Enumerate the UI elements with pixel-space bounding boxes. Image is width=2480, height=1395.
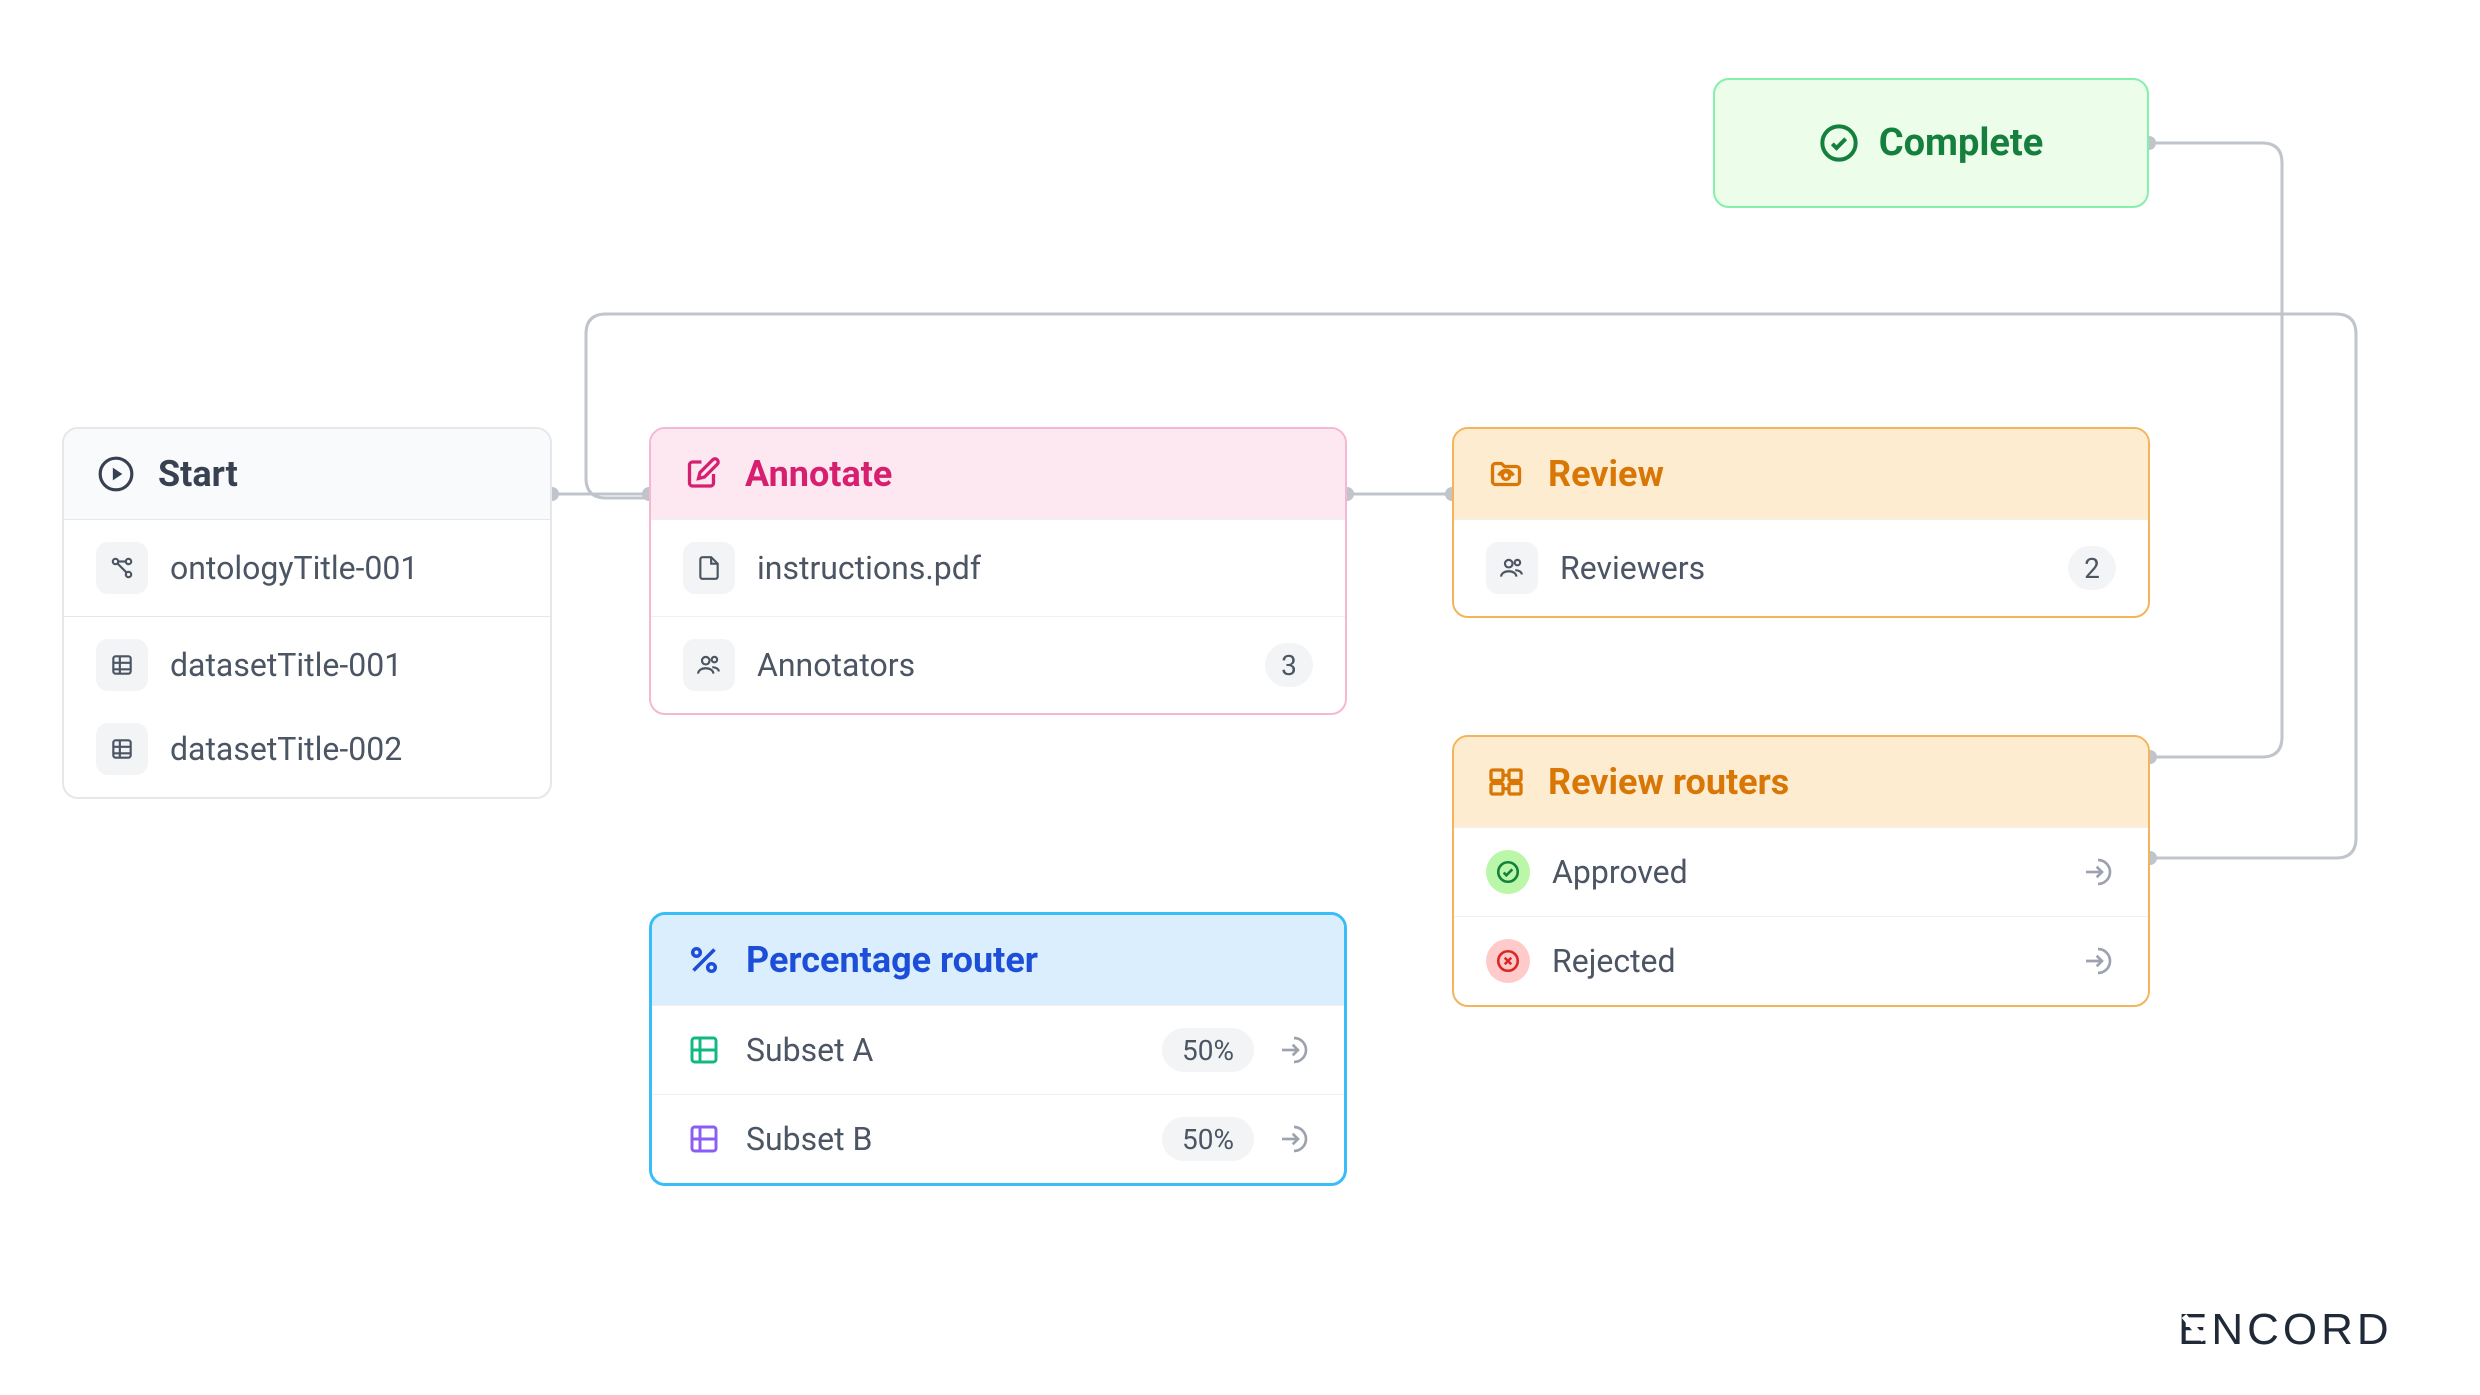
dataset-icon bbox=[96, 639, 148, 691]
dataset-label: datasetTitle-002 bbox=[170, 730, 402, 768]
annotators-label: Annotators bbox=[757, 646, 915, 684]
reviewers-label: Reviewers bbox=[1560, 549, 1705, 587]
exit-icon bbox=[1276, 1032, 1312, 1068]
percentage-router-node[interactable]: Percentage router Subset A 50% Subset B … bbox=[649, 912, 1347, 1186]
review-title: Review bbox=[1548, 453, 1664, 495]
rejected-row[interactable]: Rejected bbox=[1454, 916, 2148, 1005]
annotate-title: Annotate bbox=[745, 453, 892, 495]
play-icon bbox=[96, 454, 136, 494]
exit-icon bbox=[2080, 943, 2116, 979]
file-icon bbox=[683, 542, 735, 594]
subset-pct: 50% bbox=[1162, 1117, 1254, 1161]
workflow-canvas: Start ontologyTitle-001 datasetTitle-001… bbox=[0, 0, 2480, 1395]
review-node[interactable]: Review Reviewers 2 bbox=[1452, 427, 2150, 618]
routers-header: Review routers bbox=[1454, 737, 2148, 827]
reviewers-row[interactable]: Reviewers 2 bbox=[1454, 519, 2148, 616]
edit-icon bbox=[683, 454, 723, 494]
subset-pct: 50% bbox=[1162, 1028, 1254, 1072]
check-circle-icon bbox=[1486, 850, 1530, 894]
prouter-title: Percentage router bbox=[746, 939, 1038, 981]
subset-row[interactable]: Subset B 50% bbox=[652, 1094, 1344, 1183]
prouter-header: Percentage router bbox=[652, 915, 1344, 1005]
complete-node[interactable]: Complete bbox=[1713, 78, 2149, 208]
review-header: Review bbox=[1454, 429, 2148, 519]
start-header: Start bbox=[64, 429, 550, 520]
dataset-row[interactable]: datasetTitle-002 bbox=[64, 713, 550, 797]
percent-icon bbox=[684, 940, 724, 980]
x-circle-icon bbox=[1486, 939, 1530, 983]
subset-row[interactable]: Subset A 50% bbox=[652, 1005, 1344, 1094]
review-icon bbox=[1486, 454, 1526, 494]
users-icon bbox=[1486, 542, 1538, 594]
subset-icon bbox=[684, 1030, 724, 1070]
annotators-row[interactable]: Annotators 3 bbox=[651, 616, 1345, 713]
dataset-icon bbox=[96, 723, 148, 775]
routers-node[interactable]: Review routers Approved Rejected bbox=[1452, 735, 2150, 1007]
dataset-label: datasetTitle-001 bbox=[170, 646, 402, 684]
router-icon bbox=[1486, 762, 1526, 802]
instructions-label: instructions.pdf bbox=[757, 549, 981, 587]
svg-text:ENCORD: ENCORD bbox=[2178, 1305, 2393, 1354]
annotate-node[interactable]: Annotate instructions.pdf Annotators 3 bbox=[649, 427, 1347, 715]
approved-row[interactable]: Approved bbox=[1454, 827, 2148, 916]
start-node[interactable]: Start ontologyTitle-001 datasetTitle-001… bbox=[62, 427, 552, 799]
complete-title: Complete bbox=[1879, 121, 2044, 165]
ontology-icon bbox=[96, 542, 148, 594]
annotate-header: Annotate bbox=[651, 429, 1345, 519]
instructions-row[interactable]: instructions.pdf bbox=[651, 519, 1345, 616]
subset-label: Subset A bbox=[746, 1031, 873, 1069]
subset-icon bbox=[684, 1119, 724, 1159]
exit-icon bbox=[2080, 854, 2116, 890]
brand-logo: ENCORD bbox=[2178, 1302, 2438, 1367]
subset-label: Subset B bbox=[746, 1120, 872, 1158]
reviewers-count: 2 bbox=[2068, 546, 2116, 590]
exit-icon bbox=[1276, 1121, 1312, 1157]
users-icon bbox=[683, 639, 735, 691]
ontology-row[interactable]: ontologyTitle-001 bbox=[64, 520, 550, 616]
start-title: Start bbox=[158, 453, 238, 495]
check-circle-icon bbox=[1819, 123, 1859, 163]
routers-title: Review routers bbox=[1548, 761, 1789, 803]
dataset-row[interactable]: datasetTitle-001 bbox=[64, 617, 550, 713]
annotators-count: 3 bbox=[1265, 643, 1313, 687]
approved-label: Approved bbox=[1552, 853, 1688, 891]
ontology-label: ontologyTitle-001 bbox=[170, 549, 418, 587]
rejected-label: Rejected bbox=[1552, 942, 1676, 980]
